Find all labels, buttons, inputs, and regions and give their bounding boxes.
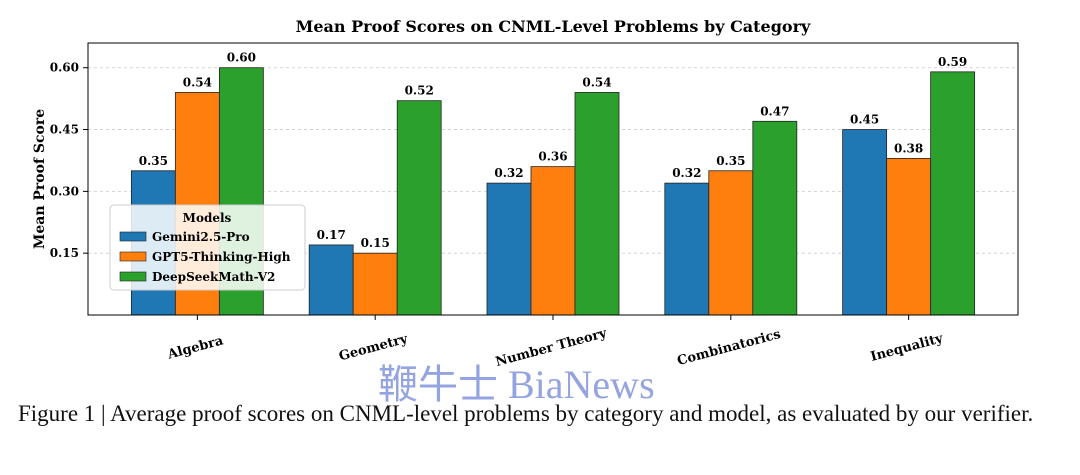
- bar: [708, 170, 754, 316]
- caption: Figure 1 | Average proof scores on CNML-…: [18, 401, 1034, 426]
- legend-box: [109, 204, 306, 291]
- y-tick-label: 0.45: [50, 123, 79, 137]
- bar: [886, 157, 932, 316]
- bar: [574, 92, 620, 316]
- data-label: 0.60: [227, 51, 256, 65]
- legend-label: GPT5-Thinking-High: [152, 250, 291, 264]
- legend-swatch: [119, 231, 147, 242]
- plot-frame: [87, 42, 1019, 316]
- bar: [752, 120, 798, 316]
- chart: Mean Proof Scores on CNML-Level Problems…: [32, 17, 1019, 370]
- x-tick-label: Combinatorics: [676, 327, 783, 369]
- y-tick-label: 0.60: [50, 61, 79, 75]
- bar: [486, 182, 532, 316]
- data-label: 0.35: [139, 154, 168, 168]
- bar: [530, 166, 576, 316]
- chart-title: Mean Proof Scores on CNML-Level Problems…: [296, 17, 811, 36]
- bar: [396, 100, 442, 316]
- legend-label: Gemini2.5-Pro: [152, 230, 250, 244]
- bar: [842, 129, 888, 316]
- data-label: 0.45: [850, 113, 879, 127]
- data-label: 0.47: [760, 104, 789, 118]
- x-tick-label: Algebra: [165, 333, 225, 363]
- legend-title: Models: [183, 211, 232, 225]
- y-axis-label: Mean Proof Score: [32, 109, 48, 249]
- legend-swatch: [119, 271, 147, 282]
- watermark: 鞭牛士 BiaNews: [378, 362, 655, 407]
- data-label: 0.17: [317, 228, 346, 242]
- data-label: 0.32: [672, 166, 701, 180]
- bar: [308, 244, 354, 316]
- x-tick-label: Inequality: [869, 331, 945, 365]
- data-label: 0.52: [405, 84, 434, 98]
- legend-swatch: [119, 251, 147, 262]
- data-label: 0.54: [582, 75, 611, 89]
- data-label: 0.38: [894, 141, 923, 155]
- y-tick-label: 0.15: [50, 246, 79, 260]
- bar: [352, 252, 398, 316]
- bar: [930, 71, 976, 316]
- legend-label: DeepSeekMath-V2: [152, 270, 275, 284]
- data-label: 0.36: [538, 150, 567, 164]
- bar: [664, 182, 710, 316]
- data-label: 0.32: [494, 166, 523, 180]
- data-label: 0.54: [183, 75, 212, 89]
- data-label: 0.59: [938, 55, 967, 69]
- data-label: 0.35: [716, 154, 745, 168]
- y-tick-label: 0.30: [50, 184, 79, 198]
- data-label: 0.15: [361, 236, 390, 250]
